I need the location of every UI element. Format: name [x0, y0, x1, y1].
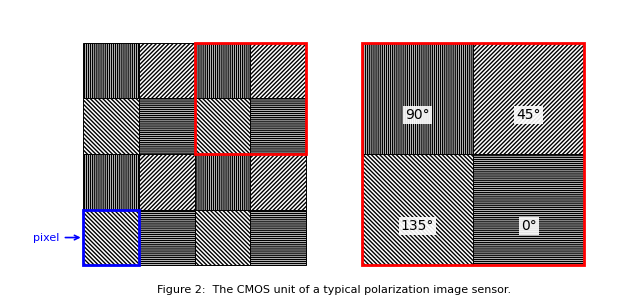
Bar [250, 154, 306, 210]
Bar [139, 98, 195, 154]
Text: 0°: 0° [521, 219, 536, 233]
Bar [139, 210, 195, 266]
Text: 90°: 90° [405, 108, 429, 122]
Bar [195, 98, 250, 154]
Text: pixel: pixel [33, 233, 79, 243]
Bar [195, 43, 306, 154]
Text: Figure 2:  The CMOS unit of a typical polarization image sensor.: Figure 2: The CMOS unit of a typical pol… [157, 285, 511, 295]
Bar [83, 154, 139, 210]
Bar [195, 210, 250, 266]
Bar [473, 154, 584, 266]
Bar [195, 43, 250, 98]
Text: 45°: 45° [516, 108, 541, 122]
Bar [83, 98, 139, 154]
Bar [195, 154, 250, 210]
Text: 135°: 135° [401, 219, 434, 233]
Bar [250, 98, 306, 154]
Bar [473, 43, 584, 154]
Bar [83, 43, 139, 98]
Bar [362, 43, 473, 154]
Bar [250, 210, 306, 266]
Bar [362, 43, 584, 266]
Bar [362, 154, 473, 266]
Bar [250, 43, 306, 98]
Bar [139, 43, 195, 98]
Bar [139, 154, 195, 210]
Bar [83, 210, 139, 266]
Bar [83, 210, 139, 266]
